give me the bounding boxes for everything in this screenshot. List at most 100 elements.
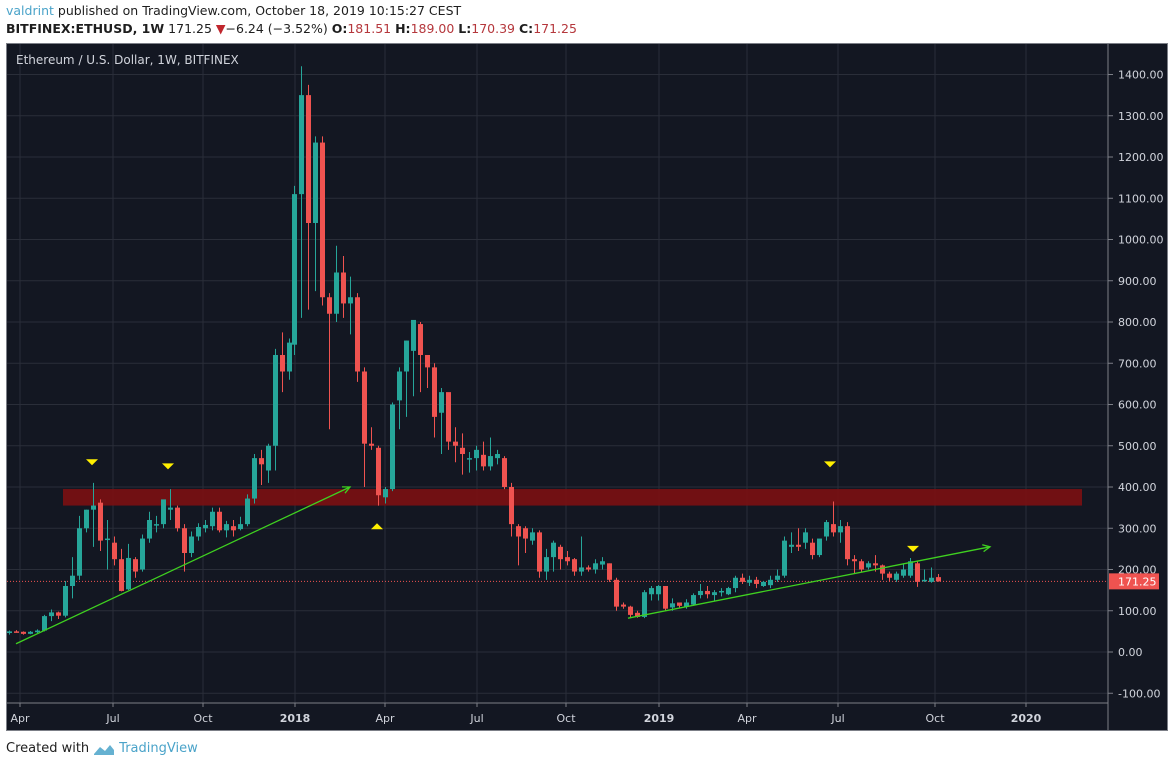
candle [740,573,745,584]
last-price: 171.25 [168,21,212,36]
candle [712,590,717,601]
candle [733,575,738,593]
candle [91,482,96,547]
candle [28,630,33,635]
resistance-zone[interactable] [63,489,1082,506]
candle [105,520,110,570]
candle [768,575,773,589]
price-tick-label: 1300.00 [1118,110,1164,123]
candle [369,427,374,450]
price-tick-label: 400.00 [1118,481,1157,494]
candle [572,557,577,576]
candle [761,581,766,587]
candle [306,84,311,310]
candle [824,520,829,541]
high-label: H: [395,21,411,36]
candle [922,569,927,582]
trendline[interactable] [15,486,351,645]
candle [313,136,318,292]
candle [390,402,395,492]
candle [133,557,138,578]
triangle-down-icon [86,459,98,466]
chart-title: Ethereum / U.S. Dollar, 1W, BITFINEX [16,53,239,67]
price-tick-label: 600.00 [1118,399,1157,412]
arrow-head-icon [982,544,992,553]
candle [817,538,822,558]
candle [7,630,12,635]
candle [196,523,201,541]
price-tick-label: 1200.00 [1118,151,1164,164]
candle [516,524,521,566]
candle [404,340,409,417]
candle [460,433,465,475]
grid-lines [7,44,1109,730]
time-axis[interactable]: Apr Jul Oct 2018 Apr Jul Oct 2019 Apr Jul Oct 2020 [10,703,1042,725]
candle [901,563,906,578]
candle [161,499,166,529]
author-link[interactable]: valdrint [6,3,54,18]
candle [446,392,451,450]
candle [866,561,871,570]
candle [607,563,612,582]
footer: Created with TradingView [6,741,198,756]
candle [292,185,297,355]
candle [495,449,500,465]
symbol-label: BITFINEX:ETHUSD, 1W [6,21,165,36]
candle [203,520,208,533]
tradingview-logo-icon [94,744,115,755]
candle [628,605,633,617]
low-label: L: [458,21,472,36]
time-tick-label: Jul [469,712,483,725]
candle [77,515,82,580]
tradingview-link[interactable]: TradingView [119,741,198,756]
candle [880,564,885,580]
candle [189,531,194,558]
candle [175,505,180,532]
candle [21,631,26,635]
candles [7,66,941,635]
candle [154,515,159,533]
candle [70,557,75,599]
candle [887,571,892,582]
trendline[interactable] [627,546,991,619]
candle [439,388,444,454]
candle [383,487,388,504]
candle [831,501,836,537]
time-tick-label: Oct [556,712,576,725]
arrow-head-icon [341,486,352,494]
candle [425,355,430,388]
triangle-up-icon [371,523,383,530]
candle [754,576,759,589]
candle [600,557,605,570]
published-text: published on TradingView.com, October 18… [53,3,462,18]
price-tick-label: 1000.00 [1118,234,1164,247]
candle [432,363,437,438]
candle [579,536,584,576]
candle [217,507,222,533]
candle [789,532,794,553]
candle [481,441,486,471]
candle [320,136,325,306]
candle [523,526,528,553]
candle [280,332,285,393]
close-label: C: [519,21,534,36]
open-label: O: [331,21,348,36]
candle [252,454,257,504]
price-tick-label: 500.00 [1118,440,1157,453]
price-axis[interactable]: 1400.00 1300.00 1200.00 1100.00 1000.00 900.0… [1108,69,1164,701]
trendlines[interactable] [15,486,992,645]
chart-area[interactable] [6,43,1168,731]
candle [915,561,920,587]
price-tick-label: 700.00 [1118,357,1157,370]
current-price-label: 171.25 [1118,575,1157,588]
candle [453,427,458,463]
candle [810,538,815,560]
price-tick-label: 0.00 [1118,646,1143,659]
candle [621,602,626,609]
candle [182,524,187,572]
candle [299,66,304,318]
candle [796,528,801,551]
candle [558,544,563,570]
candle [537,530,542,578]
